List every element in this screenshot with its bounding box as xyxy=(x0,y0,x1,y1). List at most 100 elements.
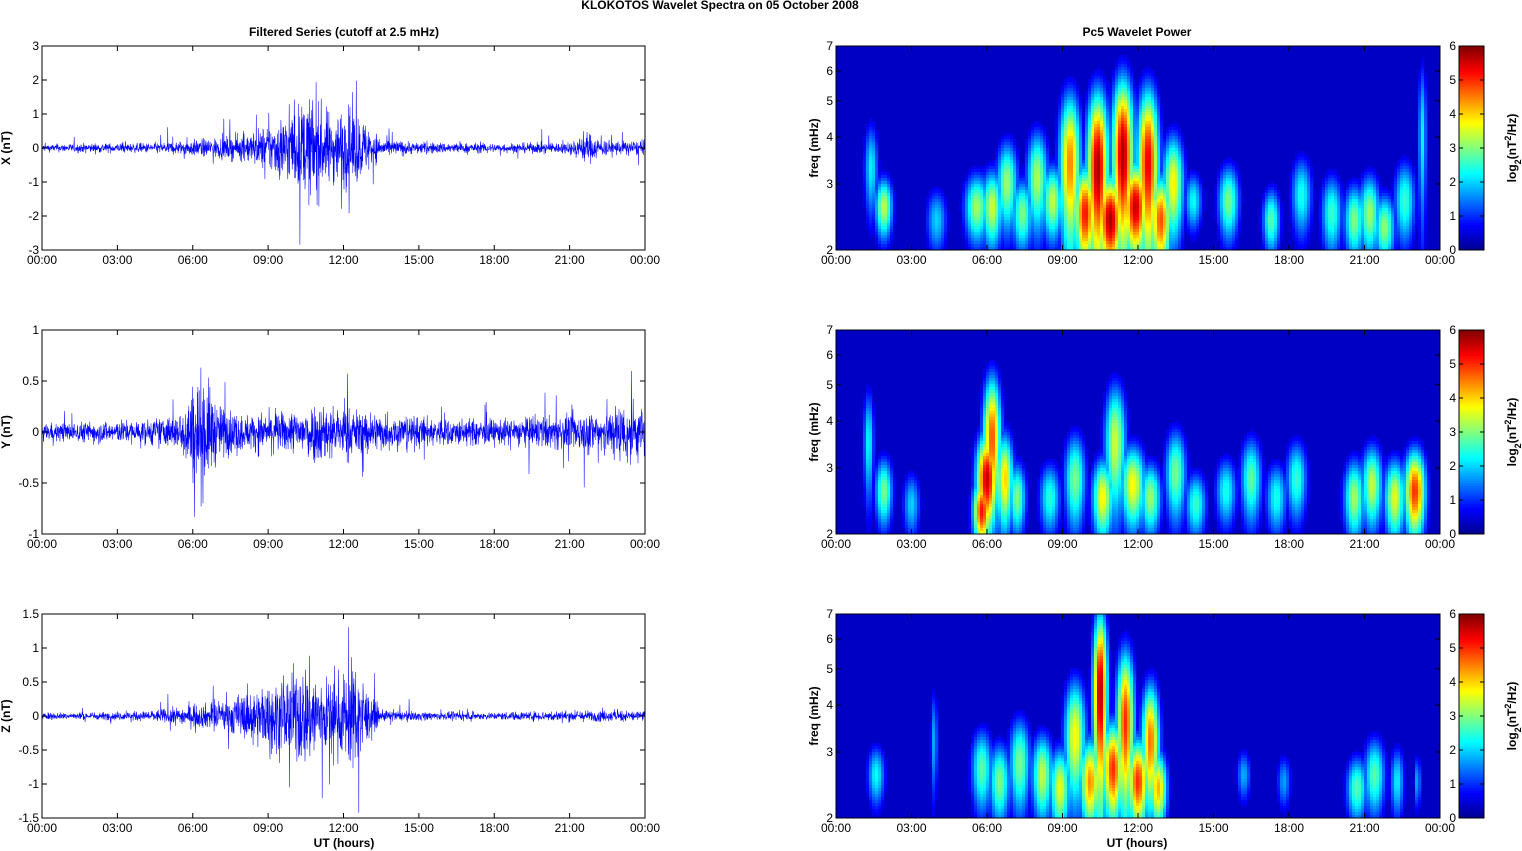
heatmap-cell xyxy=(1028,217,1031,220)
heatmap-cell xyxy=(1046,160,1049,163)
heatmap-cell xyxy=(1148,79,1151,82)
heatmap-cell xyxy=(875,166,878,169)
heatmap-cell xyxy=(1154,127,1157,130)
heatmap-cell xyxy=(1403,217,1406,220)
heatmap-cell xyxy=(1082,199,1085,202)
heatmap-cell xyxy=(875,178,878,181)
heatmap-cell xyxy=(1178,175,1181,178)
heatmap-cell xyxy=(1337,223,1340,226)
heatmap-cell xyxy=(1307,196,1310,199)
heatmap-cell xyxy=(1061,100,1064,103)
heatmap-cell xyxy=(1106,139,1109,142)
heatmap-cell xyxy=(1157,229,1160,232)
heatmap-cell xyxy=(1007,214,1010,217)
heatmap-cell xyxy=(1004,232,1007,235)
series-panel-y: 00:00 03:00 06:00 09:00 12:00 15:00 18:00 21:00… xyxy=(0,323,660,551)
heatmap-cell xyxy=(1109,94,1112,97)
heatmap-cell xyxy=(1304,208,1307,211)
heatmap-cell xyxy=(884,181,887,184)
heatmap-cell xyxy=(1118,196,1121,199)
heatmap-cell xyxy=(887,223,890,226)
heatmap-cell xyxy=(1010,232,1013,235)
heatmap-cell xyxy=(1118,76,1121,79)
heatmap-cell xyxy=(1175,190,1178,193)
heatmap-cell xyxy=(1127,91,1130,94)
heatmap-cell xyxy=(1100,115,1103,118)
heatmap-cell xyxy=(1295,217,1298,220)
heatmap-cell xyxy=(1079,229,1082,232)
heatmap-cell xyxy=(1106,112,1109,115)
heatmap-cell xyxy=(1136,211,1139,214)
heatmap-cell xyxy=(1184,193,1187,196)
heatmap-cell xyxy=(1229,187,1232,190)
heatmap-cell xyxy=(1148,217,1151,220)
heatmap-cell xyxy=(1151,88,1154,91)
heatmap-cell xyxy=(962,226,965,229)
heatmap-cell xyxy=(1001,142,1004,145)
heatmap-cell xyxy=(1097,154,1100,157)
heatmap-cell xyxy=(1028,145,1031,148)
heatmap-cell xyxy=(944,208,947,211)
heatmap-cell xyxy=(1169,133,1172,136)
heatmap-cell xyxy=(1259,229,1262,232)
heatmap-cell xyxy=(1037,205,1040,208)
heatmap-cell xyxy=(1424,166,1427,169)
heatmap-cell xyxy=(1121,202,1124,205)
heatmap-cell xyxy=(1418,142,1421,145)
heatmap-cell xyxy=(1337,181,1340,184)
heatmap-cell xyxy=(1040,154,1043,157)
heatmap-cell xyxy=(1094,181,1097,184)
heatmap-cell xyxy=(1271,187,1274,190)
heatmap-cell xyxy=(890,205,893,208)
heatmap-cell xyxy=(1301,151,1304,154)
heatmap-cell xyxy=(1115,190,1118,193)
heatmap-cell xyxy=(1016,202,1019,205)
heatmap-cell xyxy=(1385,202,1388,205)
heatmap-cell xyxy=(1295,175,1298,178)
heatmap-cell xyxy=(1304,223,1307,226)
heatmap-cell xyxy=(1064,211,1067,214)
heatmap-cell xyxy=(890,217,893,220)
heatmap-cell xyxy=(962,232,965,235)
heatmap-cell xyxy=(1277,211,1280,214)
heatmap-cell xyxy=(1070,163,1073,166)
heatmap-cell xyxy=(1142,100,1145,103)
heatmap-cell xyxy=(1151,97,1154,100)
heatmap-cell xyxy=(1259,226,1262,229)
heatmap-cell xyxy=(1055,133,1058,136)
heatmap-cell xyxy=(1172,163,1175,166)
heatmap-cell xyxy=(1022,193,1025,196)
heatmap-cell xyxy=(992,199,995,202)
heatmap-cell xyxy=(1088,199,1091,202)
heatmap-cell xyxy=(1064,151,1067,154)
heatmap-cell xyxy=(1268,223,1271,226)
heatmap-cell xyxy=(1049,202,1052,205)
heatmap-cell xyxy=(1319,208,1322,211)
x-tick-label: 15:00 xyxy=(404,537,434,551)
heatmap-cell xyxy=(1100,169,1103,172)
heatmap-cell xyxy=(1034,223,1037,226)
heatmap-cell xyxy=(1007,163,1010,166)
heatmap-cell xyxy=(1043,178,1046,181)
heatmap-cell xyxy=(1193,175,1196,178)
heatmap-cell xyxy=(1016,172,1019,175)
heatmap-cell xyxy=(1121,208,1124,211)
heatmap-cell xyxy=(866,157,869,160)
heatmap-cell xyxy=(1373,217,1376,220)
heatmap-cell xyxy=(1223,229,1226,232)
heatmap-cell xyxy=(866,211,869,214)
heatmap-cell xyxy=(1103,112,1106,115)
heatmap-cell xyxy=(929,193,932,196)
heatmap-cell xyxy=(1121,184,1124,187)
heatmap-cell xyxy=(998,220,1001,223)
heatmap-cell xyxy=(1100,76,1103,79)
heatmap-cell xyxy=(884,223,887,226)
heatmap-cell xyxy=(941,232,944,235)
heatmap-cell xyxy=(1169,148,1172,151)
heatmap-cell xyxy=(1220,175,1223,178)
heatmap-cell xyxy=(1043,187,1046,190)
heatmap-cell xyxy=(1010,163,1013,166)
heatmap-cell xyxy=(1073,109,1076,112)
heatmap-cell xyxy=(1346,229,1349,232)
heatmap-cell xyxy=(1124,58,1127,61)
